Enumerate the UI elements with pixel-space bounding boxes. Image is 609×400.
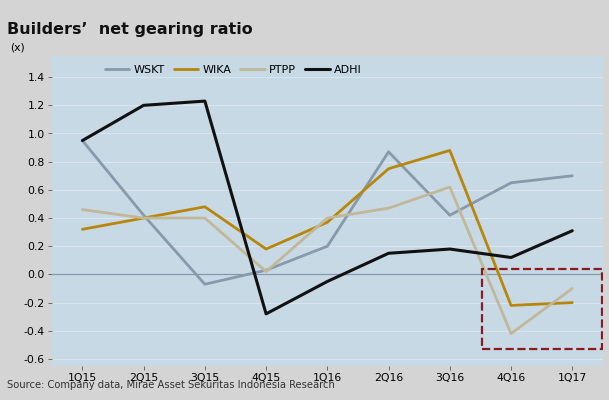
WIKA bbox=[79, 227, 86, 232]
ADHI bbox=[140, 103, 147, 108]
PTPP bbox=[140, 216, 147, 220]
ADHI bbox=[507, 255, 515, 260]
WSKT bbox=[201, 282, 208, 287]
PTPP bbox=[446, 185, 454, 190]
WSKT bbox=[385, 150, 392, 154]
Bar bbox=[482, 269, 602, 349]
Text: (x): (x) bbox=[10, 43, 25, 53]
WSKT bbox=[79, 138, 86, 143]
WIKA bbox=[507, 303, 515, 308]
PTPP bbox=[79, 207, 86, 212]
ADHI bbox=[446, 247, 454, 252]
PTPP bbox=[507, 331, 515, 336]
WSKT bbox=[569, 173, 576, 178]
PTPP bbox=[201, 216, 208, 220]
WSKT bbox=[140, 213, 147, 218]
WIKA bbox=[385, 166, 392, 171]
ADHI bbox=[324, 279, 331, 284]
ADHI bbox=[79, 138, 86, 143]
Text: Builders’  net gearing ratio: Builders’ net gearing ratio bbox=[7, 22, 253, 37]
PTPP bbox=[262, 269, 270, 274]
Line: ADHI: ADHI bbox=[82, 101, 572, 314]
Text: Source: Company data, Mirae Asset Sekuritas Indonesia Research: Source: Company data, Mirae Asset Sekuri… bbox=[7, 380, 335, 390]
WIKA bbox=[324, 220, 331, 225]
ADHI bbox=[201, 99, 208, 104]
WIKA bbox=[569, 300, 576, 305]
PTPP bbox=[324, 216, 331, 220]
Line: WSKT: WSKT bbox=[82, 140, 572, 284]
WIKA bbox=[201, 204, 208, 209]
Legend: WSKT, WIKA, PTPP, ADHI: WSKT, WIKA, PTPP, ADHI bbox=[102, 62, 365, 78]
ADHI bbox=[569, 228, 576, 233]
Line: WIKA: WIKA bbox=[82, 150, 572, 306]
WSKT bbox=[446, 213, 454, 218]
WIKA bbox=[262, 247, 270, 252]
PTPP bbox=[385, 206, 392, 210]
ADHI bbox=[385, 251, 392, 256]
ADHI bbox=[262, 312, 270, 316]
WIKA bbox=[140, 216, 147, 220]
WSKT bbox=[262, 268, 270, 272]
PTPP bbox=[569, 286, 576, 291]
WSKT bbox=[507, 180, 515, 185]
WSKT bbox=[324, 244, 331, 249]
Line: PTPP: PTPP bbox=[82, 187, 572, 334]
WIKA bbox=[446, 148, 454, 153]
